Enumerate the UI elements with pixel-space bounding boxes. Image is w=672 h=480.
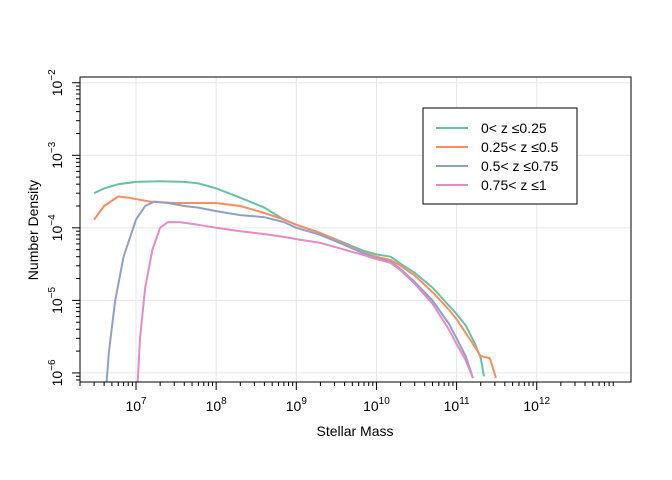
x-tick-label: 1010 (363, 396, 390, 414)
plot-frame (79, 76, 632, 383)
legend-items: 0< z ≤0.25 0.25< z ≤0.5 0.5< z ≤0.75 0.75< … (436, 120, 559, 193)
legend: 0< z ≤0.25 0.25< z ≤0.5 0.5< z ≤0.75 0.75< … (422, 107, 578, 205)
x-tick-label: 1011 (444, 396, 470, 414)
y-tick-label: 10−2 (47, 69, 65, 96)
x-tick-label: 108 (206, 396, 228, 414)
series-line-4 (136, 221, 474, 382)
x-tick-labels: 107 108 109 1010 1011 1012 (125, 396, 550, 414)
y-tick-labels: 10−6 10−5 10−4 10−3 10−2 (47, 69, 65, 387)
legend-label-2: 0.25< z ≤0.5 (481, 139, 559, 155)
legend-box (422, 107, 578, 205)
minor-ticks (76, 85, 614, 386)
series-line-1 (93, 180, 485, 377)
major-ticks (72, 82, 538, 390)
series-line-2 (93, 195, 497, 379)
legend-label-4: 0.75< z ≤1 (481, 177, 547, 193)
y-tick-label: 10−4 (47, 214, 65, 241)
x-tick-label: 1012 (523, 396, 550, 414)
series-line-3 (105, 200, 474, 382)
legend-label-3: 0.5< z ≤0.75 (481, 158, 559, 174)
y-tick-label: 10−3 (47, 141, 65, 168)
x-tick-label: 107 (125, 396, 147, 414)
x-axis-title: Stellar Mass (316, 423, 393, 439)
y-tick-label: 10−6 (47, 359, 65, 386)
legend-label-1: 0< z ≤0.25 (481, 120, 547, 136)
x-tick-label: 109 (286, 396, 308, 414)
y-tick-label: 10−5 (47, 286, 65, 313)
series-layer (93, 180, 497, 382)
y-axis-title: Number Density (25, 180, 41, 280)
